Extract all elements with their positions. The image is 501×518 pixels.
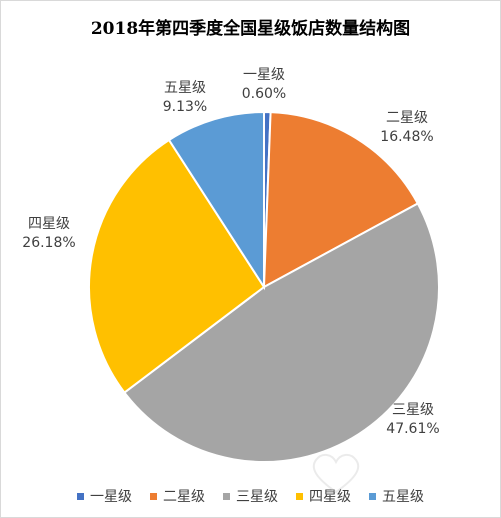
chart-title: 2018年第四季度全国星级饭店数量结构图	[90, 19, 411, 39]
slice-name-label-3: 三星级	[392, 402, 434, 418]
slice-name-label-4: 四星级	[28, 216, 70, 232]
legend-item-4: 四星级	[296, 486, 351, 506]
slice-name-label-2: 二星级	[386, 110, 428, 126]
legend-label-5: 五星级	[382, 489, 424, 505]
legend-label-2: 二星级	[163, 489, 205, 505]
legend-label-1: 一星级	[90, 489, 132, 505]
legend-swatch-2	[150, 492, 157, 500]
legend-item-2: 二星级	[150, 486, 205, 506]
slice-value-label-3: 47.61%	[386, 421, 439, 437]
legend-swatch-4	[296, 492, 303, 500]
slice-value-label-2: 16.48%	[380, 129, 433, 145]
pie-slice-2	[262, 111, 420, 289]
legend-label-3: 三星级	[236, 489, 278, 505]
legend-swatch-1	[77, 492, 84, 500]
slice-name-label-5: 五星级	[164, 80, 206, 96]
slice-value-label-1: 0.60%	[242, 86, 286, 102]
slice-value-label-5: 9.13%	[163, 99, 207, 115]
legend-swatch-5	[369, 492, 376, 500]
legend-item-5: 五星级	[369, 486, 424, 506]
watermark-logo-icon	[312, 454, 360, 494]
legend-item-3: 三星级	[223, 486, 278, 506]
legend-label-4: 四星级	[309, 489, 351, 505]
legend-item-1: 一星级	[77, 486, 132, 506]
chart-legend: 一星级 二星级 三星级 四星级 五星级	[0, 486, 501, 506]
legend-swatch-3	[223, 492, 230, 500]
slice-value-label-4: 26.18%	[22, 235, 75, 251]
slice-name-label-1: 一星级	[243, 67, 285, 83]
pie-slice-5	[167, 110, 265, 291]
pie-slice-3	[123, 202, 441, 463]
pie-slice-4	[88, 138, 266, 395]
